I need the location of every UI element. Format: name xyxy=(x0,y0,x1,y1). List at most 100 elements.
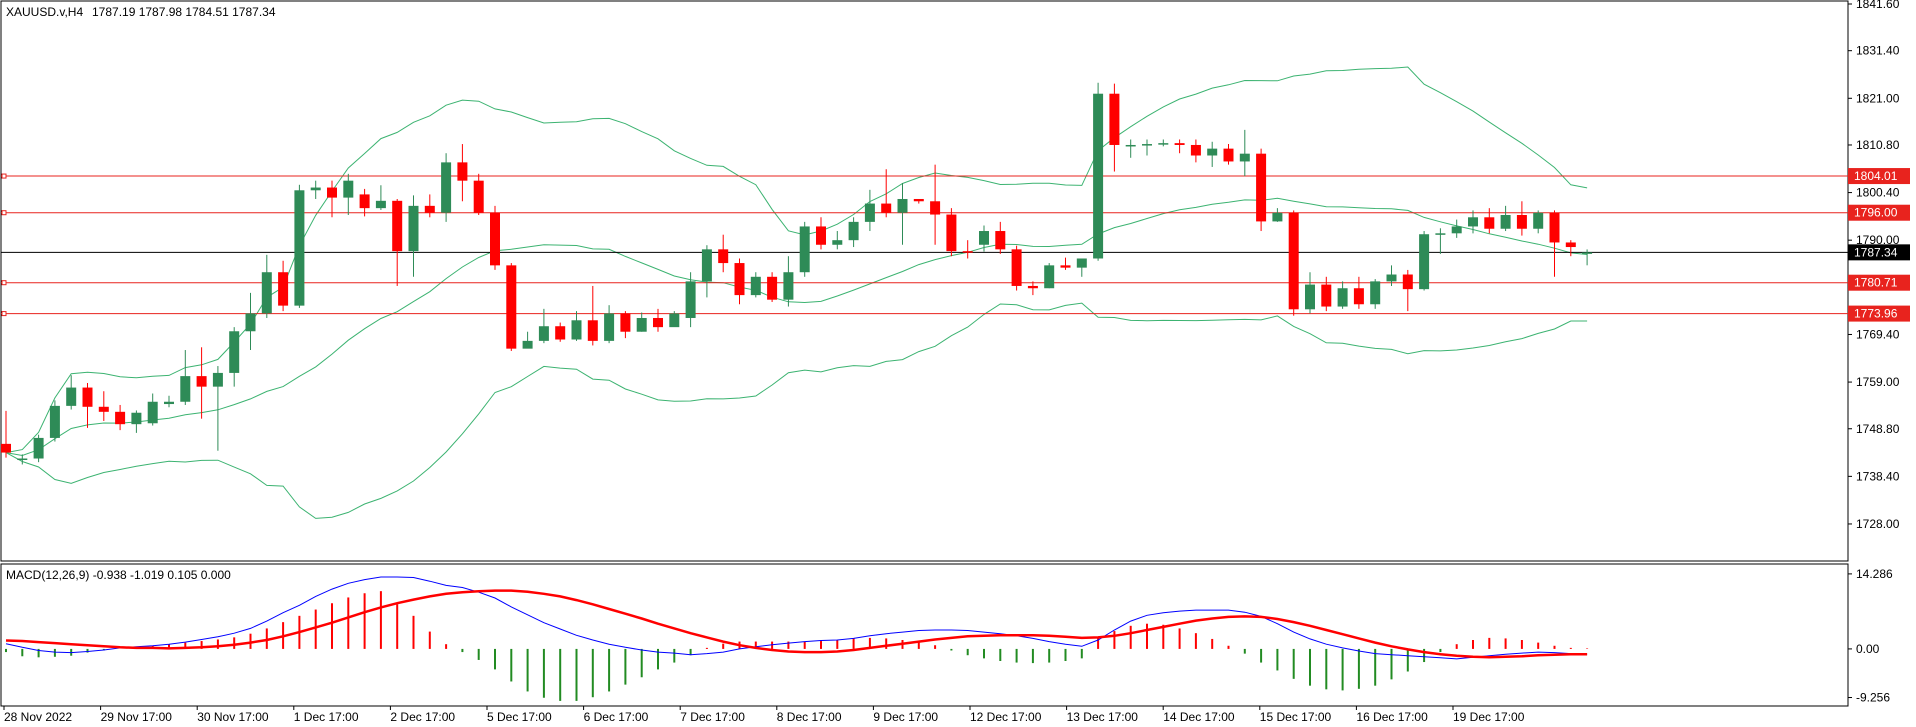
macd-tick-label: 0.00 xyxy=(1856,642,1880,656)
time-tick-label: 7 Dec 17:00 xyxy=(680,710,745,724)
bollinger-lower-band xyxy=(5,302,1588,519)
candle-body xyxy=(115,411,126,425)
candle-body xyxy=(555,326,566,340)
candle-body xyxy=(767,276,778,300)
candle-body xyxy=(131,412,142,425)
level-price-tag xyxy=(1848,305,1910,322)
price-tick-label: 1831.40 xyxy=(1856,44,1900,58)
time-tick-label: 8 Dec 17:00 xyxy=(777,710,842,724)
macd-panel-frame xyxy=(0,563,1849,707)
price-tick-label: 1810.80 xyxy=(1856,138,1900,152)
candle-body xyxy=(1174,143,1185,145)
macd-indicator xyxy=(5,576,1589,701)
candle-body xyxy=(930,201,941,215)
candle-body xyxy=(229,331,240,373)
time-tick-label: 1 Dec 17:00 xyxy=(294,710,359,724)
level-price-label: 1780.71 xyxy=(1854,276,1898,290)
price-tick-label: 1821.00 xyxy=(1856,91,1900,105)
candle-body xyxy=(1516,215,1527,229)
candle-body xyxy=(1027,285,1038,289)
price-tick-label: 1841.60 xyxy=(1856,0,1900,11)
current-price-label: 1787.34 xyxy=(1854,245,1898,259)
candle-body xyxy=(180,376,191,402)
candle-body xyxy=(98,406,109,412)
macd-line xyxy=(5,576,1588,660)
candle-body xyxy=(1419,234,1430,290)
candle-body xyxy=(946,214,957,252)
candle-body xyxy=(424,205,435,213)
time-tick-label: 12 Dec 17:00 xyxy=(970,710,1042,724)
candle-body xyxy=(327,187,337,198)
candle-body xyxy=(1565,242,1576,248)
candle-body xyxy=(1435,233,1446,235)
candle-body xyxy=(473,180,484,213)
candle-body xyxy=(1190,144,1201,156)
candle-body xyxy=(571,320,582,340)
candle-body xyxy=(66,387,77,406)
macd-tick-label: 14.286 xyxy=(1856,567,1893,581)
candle-body xyxy=(343,180,354,198)
level-price-tag xyxy=(1848,168,1910,185)
candle-body xyxy=(1386,274,1397,282)
candle-body xyxy=(701,249,712,282)
candle-body xyxy=(278,272,289,306)
candle-body xyxy=(1011,249,1022,286)
candle-body xyxy=(1500,215,1511,229)
time-tick-label: 15 Dec 17:00 xyxy=(1260,710,1332,724)
candle-body xyxy=(669,313,680,328)
candle-body xyxy=(359,194,370,209)
candle-body xyxy=(1370,281,1381,305)
candle-body xyxy=(587,320,598,341)
candle-body xyxy=(310,187,321,191)
candle-body xyxy=(164,401,174,405)
candle-body xyxy=(490,212,500,266)
price-axis: 1841.60 1831.40 1821.00 1810.80 1800.40 1790.… xyxy=(1848,0,1900,531)
candle-body xyxy=(1549,212,1560,243)
macd-axis: 14.286 0.00 -9.256 xyxy=(1848,567,1893,705)
candle-body xyxy=(1321,284,1332,307)
candle-body xyxy=(1337,288,1348,307)
price-tick-label: 1769.40 xyxy=(1856,327,1900,341)
price-tick-label: 1759.00 xyxy=(1856,375,1900,389)
candle-body xyxy=(1076,258,1087,268)
candle-body xyxy=(538,326,549,341)
candle-body xyxy=(1223,148,1234,162)
candle-body xyxy=(1272,212,1283,222)
candle-body xyxy=(799,226,810,273)
level-handle xyxy=(1,210,7,216)
candle-body xyxy=(897,198,908,213)
candle-body xyxy=(685,281,696,318)
macd-signal-line xyxy=(5,589,1588,659)
time-tick-label: 29 Nov 17:00 xyxy=(101,710,173,724)
candles xyxy=(1,82,1593,465)
candle-body xyxy=(408,205,419,252)
candle-body xyxy=(1402,274,1413,290)
candle-body xyxy=(441,162,452,213)
macd-tick-label: -9.256 xyxy=(1856,691,1890,705)
bollinger-middle-band xyxy=(5,197,1588,457)
candle-body xyxy=(881,203,892,213)
level-price-label: 1796.00 xyxy=(1854,206,1898,220)
candle-body xyxy=(604,313,615,341)
candle-body xyxy=(1305,284,1315,310)
level-price-label: 1804.01 xyxy=(1854,169,1898,183)
price-tick-label: 1738.40 xyxy=(1856,469,1900,483)
candle-body xyxy=(1044,265,1055,289)
price-tick-label: 1800.40 xyxy=(1856,186,1900,200)
time-tick-label: 16 Dec 17:00 xyxy=(1356,710,1428,724)
candle-body xyxy=(864,203,875,222)
candle-body xyxy=(1533,212,1544,229)
level-handle xyxy=(1,173,7,179)
time-tick-label: 2 Dec 17:00 xyxy=(390,710,455,724)
candle-body xyxy=(620,313,631,332)
candle-body xyxy=(17,458,28,461)
candle-body xyxy=(375,200,386,209)
candle-body xyxy=(979,231,989,245)
time-tick-label: 9 Dec 17:00 xyxy=(873,710,938,724)
candle-body xyxy=(196,376,207,387)
candle-body xyxy=(848,221,859,241)
candle-body xyxy=(33,437,44,459)
candle-body xyxy=(1093,93,1104,259)
candle-body xyxy=(1142,144,1152,146)
